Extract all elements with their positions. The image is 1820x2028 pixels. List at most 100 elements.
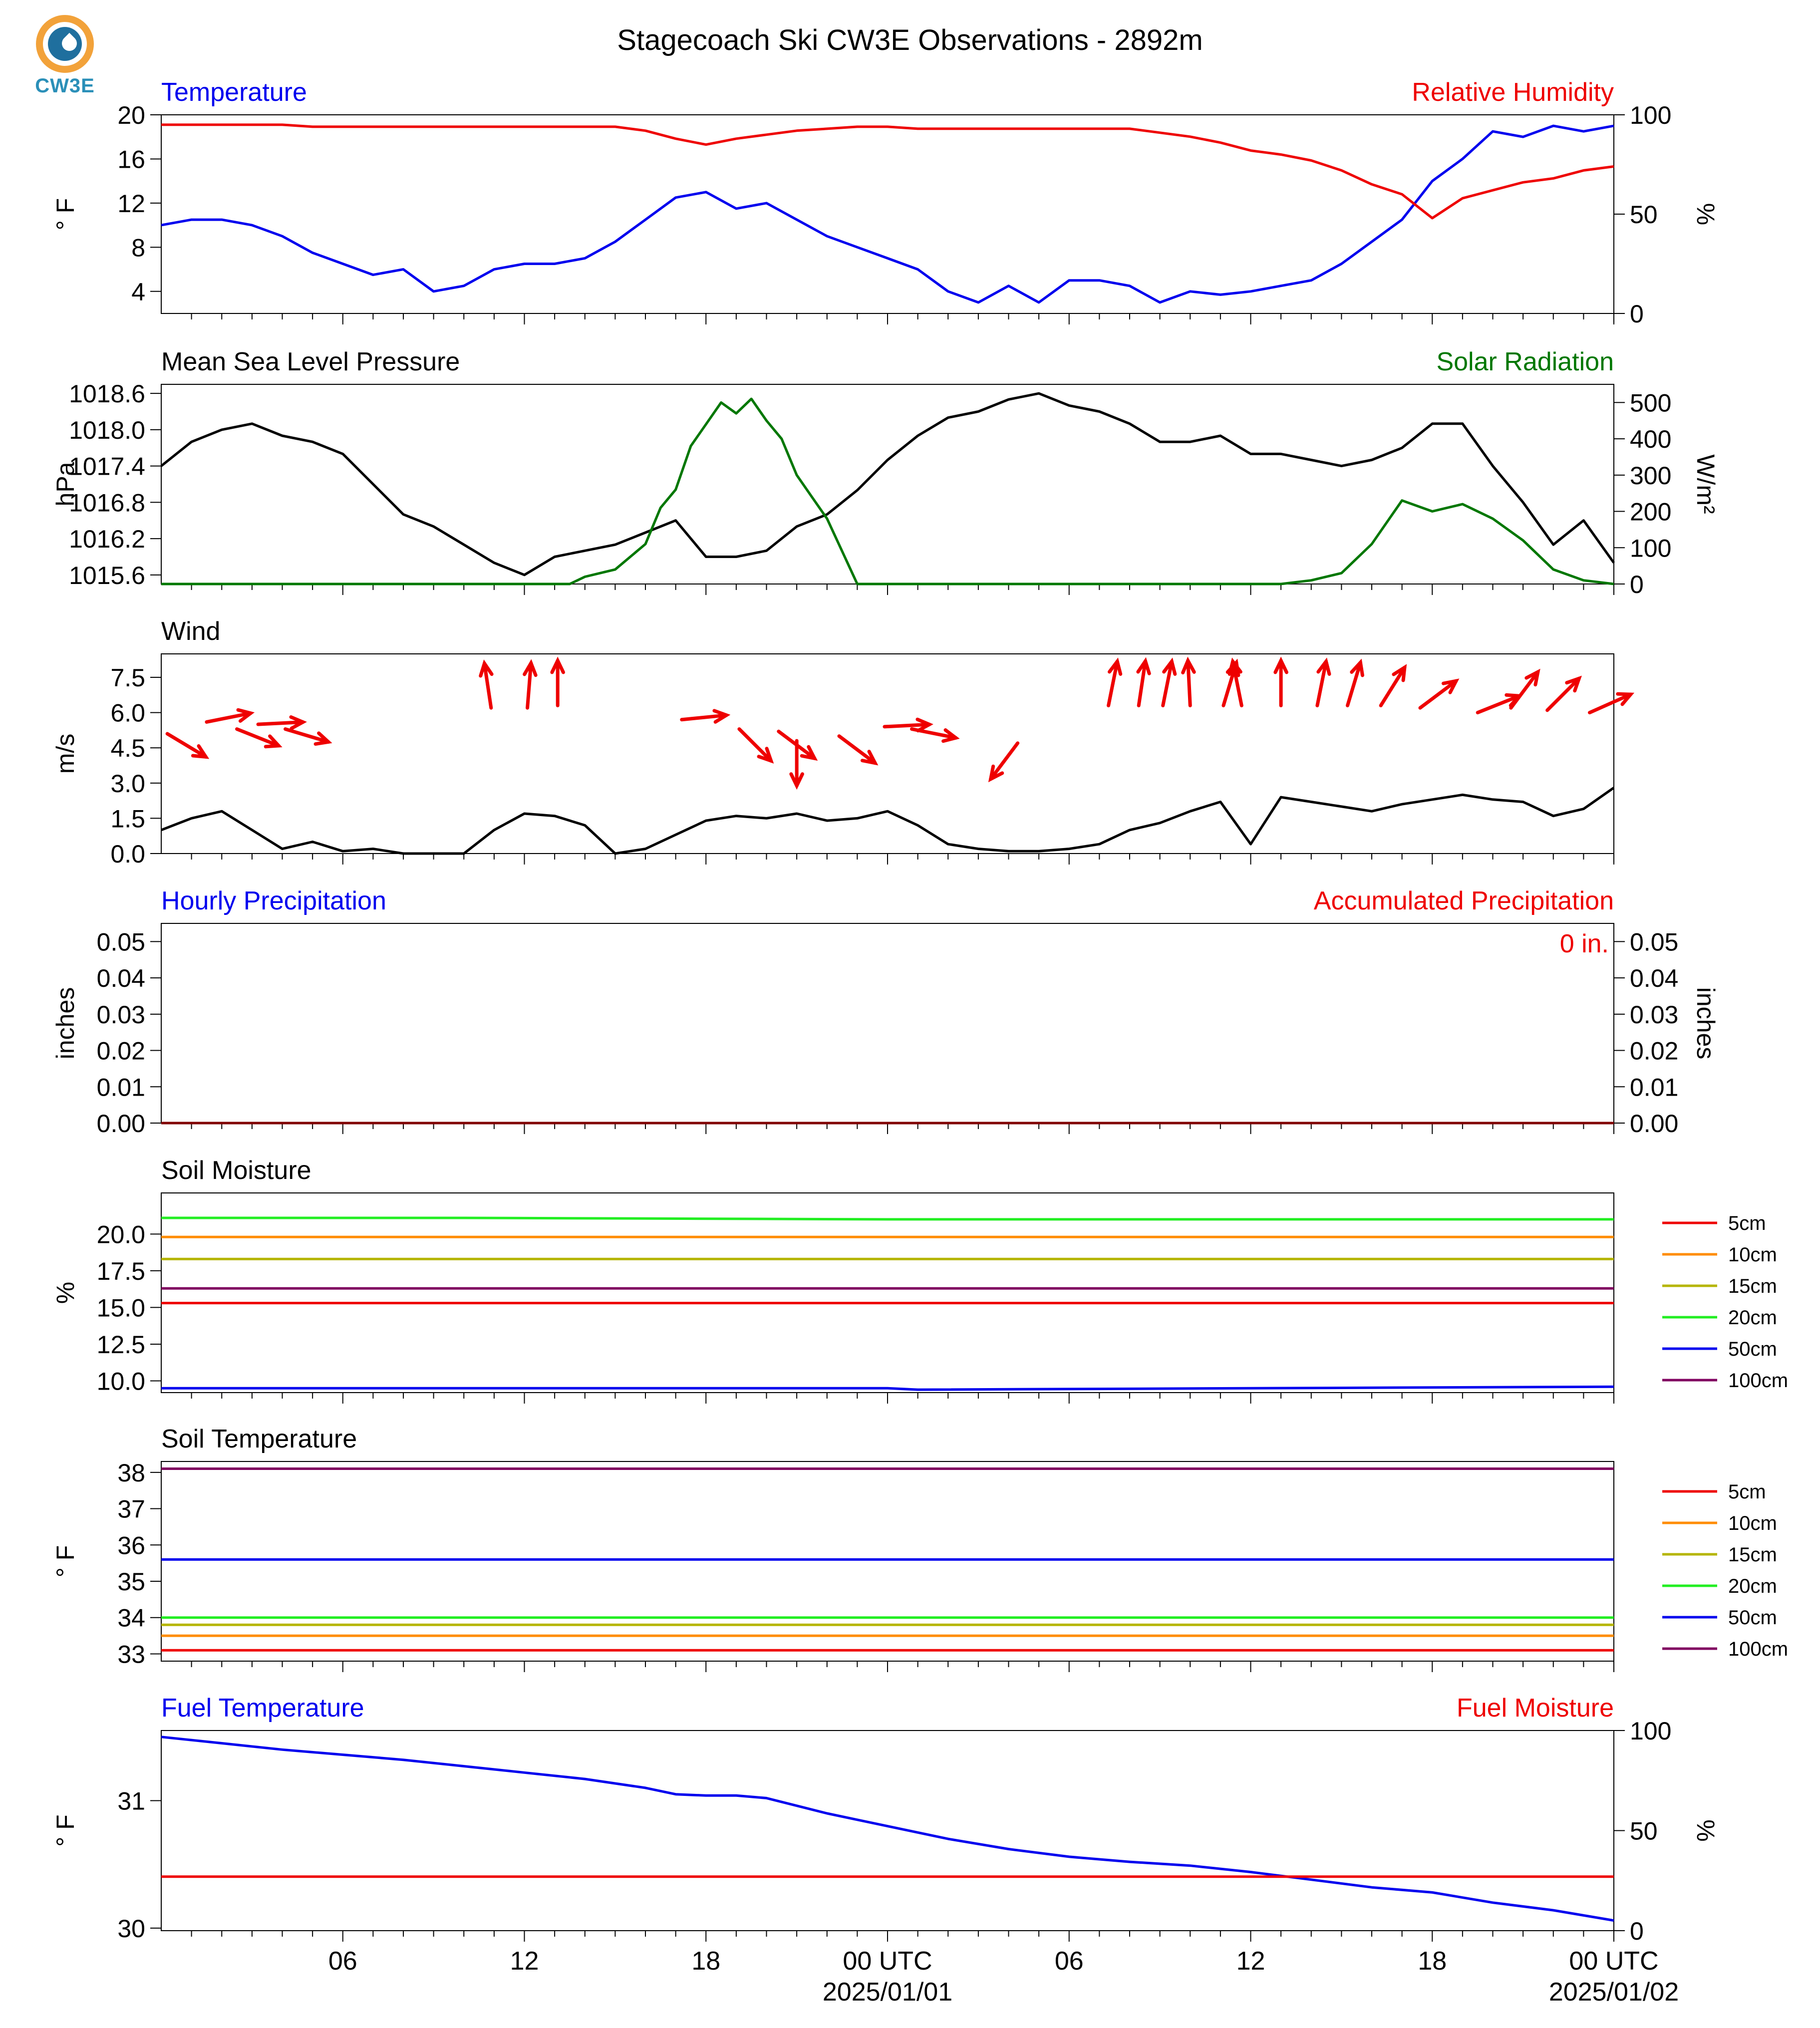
- wind-arrow-shaft: [1588, 692, 1633, 715]
- y-axis-label-left: ° F: [51, 1814, 79, 1846]
- wind-arrow-shaft: [1186, 659, 1192, 708]
- wind-arrow: [1346, 658, 1364, 708]
- wind-arrow-shaft: [1379, 665, 1407, 708]
- y-tick-label-left: 6.0: [110, 699, 145, 727]
- y-tick-label-left: 37: [117, 1495, 145, 1523]
- wind-arrow-shaft: [1509, 670, 1540, 710]
- wind-arrow: [1136, 657, 1151, 708]
- plot-frame: [161, 114, 1614, 314]
- legend-label: 20cm: [1728, 1307, 1777, 1329]
- plot-frame: [161, 1192, 1614, 1393]
- wind-arrow-shaft: [837, 734, 877, 765]
- y-axis-label-right: %: [1692, 203, 1720, 225]
- wind-arrow-head: [757, 747, 774, 764]
- wind-arrow: [1545, 675, 1582, 712]
- y-tick-label-left: 0.05: [97, 928, 145, 956]
- y-tick-label-left: 0.03: [97, 1001, 145, 1029]
- wind-arrow-head: [1616, 692, 1635, 706]
- panel-title-left: Soil Moisture: [161, 1156, 311, 1185]
- panel-precip: Hourly Precipitation Accumulated Precipit…: [51, 886, 1720, 1138]
- y-tick-label-left: 20: [117, 101, 145, 129]
- y-tick-label-right: 100: [1630, 101, 1671, 129]
- panel-soil-moisture: Soil Moisture 10.0 12.5 15.0 17.5 20.0% 5cm 10c…: [51, 1156, 1788, 1404]
- y-tick-label-right: 0.03: [1630, 1001, 1678, 1029]
- y-tick-label-left: 0.02: [97, 1037, 145, 1065]
- y-axis-label-left: m/s: [51, 734, 79, 774]
- y-tick-label-left: 1018.6: [69, 380, 145, 408]
- panel-fuel: Fuel Temperature Fuel Moisture 30 31 ° F 0 50 1…: [51, 1694, 1720, 1945]
- wind-arrow-shaft: [1545, 676, 1581, 712]
- legend-label: 50cm: [1728, 1338, 1777, 1360]
- wind-arrow: [284, 727, 332, 746]
- y-tick-label-left: 7.5: [110, 664, 145, 692]
- wind-arrow-shaft: [1476, 694, 1521, 715]
- wind-arrow-shaft: [1346, 660, 1362, 708]
- y-tick-label-right: 0: [1630, 300, 1644, 328]
- wind-arrow-head: [789, 772, 804, 790]
- wind-arrow-shaft: [235, 727, 281, 748]
- y-tick-label-left: 0.00: [97, 1110, 145, 1138]
- y-tick-label-left: 20.0: [97, 1220, 145, 1248]
- wind-arrow: [1588, 692, 1635, 715]
- x-date-label: 2025/01/01: [823, 1978, 952, 2007]
- y-tick-label-left: 16: [117, 145, 145, 173]
- wind-arrow-shaft: [989, 741, 1020, 781]
- panel-title-right: Relative Humidity: [1412, 78, 1614, 107]
- wind-arrow: [789, 739, 804, 790]
- plot-frame: [161, 1730, 1614, 1931]
- y-tick-label-left: 1016.8: [69, 489, 145, 517]
- panel-title-right: Fuel Moisture: [1457, 1694, 1614, 1723]
- y-tick-label-left: 30: [117, 1915, 145, 1943]
- y-tick-label-right: 50: [1630, 201, 1658, 229]
- wind-arrow-head: [523, 659, 538, 677]
- x-tick-label: 06: [1055, 1947, 1084, 1976]
- y-tick-label-left: 31: [117, 1787, 145, 1815]
- y-axis-label-right: W/m²: [1692, 454, 1720, 514]
- panel-temp-rh: Temperature Relative Humidity 4 8 12 16 20 ° F 0…: [51, 78, 1720, 328]
- y-tick-label-right: 100: [1630, 1717, 1671, 1745]
- wind-arrow: [550, 656, 565, 708]
- y-tick-label-left: 1.5: [110, 805, 145, 833]
- y-tick-label-left: 3.0: [110, 770, 145, 798]
- wind-arrow-head: [479, 659, 494, 678]
- y-tick-label-right: 0.02: [1630, 1037, 1678, 1065]
- wind-arrow: [1181, 656, 1196, 708]
- wind-arrow: [1273, 656, 1288, 708]
- legend: 5cm 10cm 15cm 20cm 50cm 100cm: [1662, 1481, 1788, 1660]
- y-tick-label-left: 36: [117, 1531, 145, 1559]
- series-line-right: [161, 123, 1614, 220]
- wind-arrow: [1107, 657, 1123, 708]
- wind-arrow-head: [1524, 668, 1540, 687]
- plot-frame: [161, 384, 1614, 584]
- panel-wind: Wind 0.0 1.5 3.0 4.5 6.0 7.5 m/s: [51, 617, 1635, 868]
- y-tick-label-left: 15.0: [97, 1294, 145, 1322]
- y-tick-label-left: 1016.2: [69, 525, 145, 553]
- x-tick-label: 18: [691, 1947, 720, 1976]
- x-tick-label: 12: [510, 1947, 539, 1976]
- wind-arrow-shaft: [1161, 659, 1174, 708]
- wind-arrow-head: [1273, 656, 1288, 674]
- wind-arrow: [1315, 657, 1331, 708]
- legend-label: 50cm: [1728, 1607, 1777, 1629]
- wind-arrow: [1509, 668, 1540, 710]
- wind-arrow-shaft: [737, 727, 773, 763]
- wind-arrow: [479, 659, 494, 710]
- y-tick-label-right: 200: [1630, 498, 1671, 526]
- wind-arrow-shaft: [680, 713, 728, 722]
- wind-arrow-head: [289, 715, 307, 730]
- x-date-label: 2025/01/02: [1549, 1978, 1679, 2007]
- y-tick-label-left: 12: [117, 190, 145, 218]
- plot-frame: [161, 923, 1614, 1124]
- wind-arrow: [1161, 657, 1177, 708]
- legend-label: 15cm: [1728, 1544, 1777, 1566]
- wind-arrow-shaft: [165, 732, 208, 759]
- series-line-20cm: [161, 1216, 1614, 1221]
- wind-arrow-head: [264, 734, 283, 749]
- wind-arrow-shaft: [256, 720, 305, 726]
- y-tick-label-left: 35: [117, 1568, 145, 1596]
- panel-title-right: Solar Radiation: [1436, 347, 1614, 376]
- accumulated-precip-annotation: 0 in.: [1560, 929, 1609, 958]
- series-line-50cm: [161, 1385, 1614, 1391]
- wind-arrow: [737, 727, 774, 764]
